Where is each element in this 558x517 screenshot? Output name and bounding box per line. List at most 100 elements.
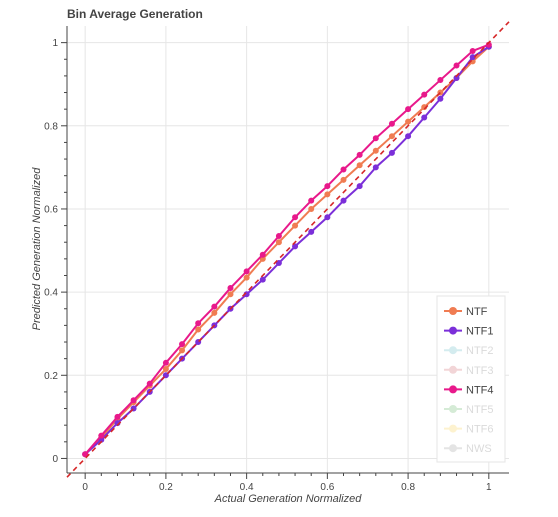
point-ntf4-8 (211, 303, 218, 310)
y-axis-ticks: 0 0.2 0.4 0.6 0.8 1 (44, 38, 67, 465)
x-tick-label-3: 0.6 (320, 482, 334, 493)
legend-swatch-dot (449, 385, 457, 394)
legend-swatch-dot (449, 307, 457, 315)
point-ntf1-21 (421, 114, 428, 121)
point-ntf-8 (211, 309, 218, 316)
x-tick-label-4: 0.8 (401, 482, 415, 493)
legend-swatch-dot (449, 346, 457, 355)
series-ntf1 (82, 43, 492, 458)
legend-label: NTF2 (466, 345, 494, 357)
point-ntf4-1 (98, 432, 105, 439)
point-ntf-7 (195, 326, 202, 333)
axes (66, 26, 509, 474)
point-ntf1-17 (356, 183, 363, 190)
point-ntf4-24 (469, 47, 476, 54)
legend-item-ntf2[interactable]: NTF2 (444, 345, 494, 357)
point-ntf4-14 (308, 197, 315, 204)
legend-label: NTF3 (466, 365, 494, 377)
point-ntf1-16 (340, 197, 347, 204)
legend-label: NTF5 (466, 404, 494, 416)
legend-label: NTF (466, 306, 488, 318)
legend-label: NTF4 (466, 384, 494, 396)
y-tick-label-1: 0.2 (44, 371, 58, 382)
legend-item-ntf5[interactable]: NTF5 (444, 404, 494, 416)
chart-title: Bin Average Generation (67, 7, 203, 21)
legend-label: NWS (466, 443, 492, 455)
point-ntf-20 (405, 118, 412, 125)
point-ntf1-20 (405, 133, 412, 140)
legend-items: NTF NTF1 NTF2 NTF3 NTF4 NTF5 NTF6 NWS (444, 306, 494, 455)
legend-swatch-dot (449, 326, 457, 335)
point-ntf4-22 (437, 77, 444, 84)
point-ntf4-20 (405, 106, 412, 113)
point-ntf4-3 (130, 397, 137, 404)
point-ntf4-4 (146, 380, 153, 387)
point-ntf4-18 (372, 135, 379, 142)
legend-label: NTF6 (466, 424, 494, 436)
point-ntf4-13 (292, 214, 299, 221)
legend-box (436, 295, 506, 463)
point-ntf4-15 (324, 183, 331, 190)
legend-item-ntf4[interactable]: NTF4 (444, 384, 494, 396)
y-axis-label: Predicted Generation Normalized (31, 167, 43, 331)
x-tick-label-0: 0 (82, 482, 88, 493)
point-ntf-5 (162, 366, 169, 373)
point-ntf4-12 (275, 232, 282, 239)
legend-item-ntf3[interactable]: NTF3 (444, 365, 494, 377)
point-ntf-9 (227, 291, 234, 298)
point-ntf4-16 (340, 166, 347, 173)
x-axis-ticks: 0 0.2 0.4 0.6 0.8 1 (82, 473, 492, 493)
legend-swatch-dot (449, 405, 457, 413)
point-ntf1-15 (324, 214, 331, 221)
y-tick-label-3: 0.6 (44, 204, 58, 215)
legend-item-ntf[interactable]: NTF (444, 306, 488, 318)
point-ntf1-14 (308, 228, 315, 235)
x-tick-label-1: 0.2 (159, 482, 173, 493)
legend-item-ntf1[interactable]: NTF1 (444, 326, 494, 338)
point-ntf4-19 (388, 120, 395, 127)
point-ntf4-6 (179, 341, 186, 348)
point-ntf-19 (388, 133, 395, 140)
plot-area (66, 21, 510, 478)
point-ntf-17 (356, 162, 363, 169)
series-line-ntf4 (84, 43, 490, 455)
x-tick-label-5: 1 (486, 482, 492, 493)
y-tick-label-5: 1 (52, 38, 58, 49)
point-ntf-15 (324, 191, 331, 198)
point-ntf1-11 (259, 276, 266, 283)
point-ntf1-24 (469, 54, 476, 61)
point-ntf4-2 (114, 413, 121, 420)
legend-item-ntf6[interactable]: NTF6 (444, 424, 494, 436)
point-ntf1-19 (388, 149, 395, 156)
point-ntf-6 (179, 347, 186, 354)
point-ntf1-18 (372, 164, 379, 171)
point-ntf4-17 (356, 151, 363, 158)
x-axis-label: Actual Generation Normalized (214, 493, 363, 505)
point-ntf4-9 (227, 284, 234, 291)
legend[interactable]: NTF NTF1 NTF2 NTF3 NTF4 NTF5 NTF6 NWS (436, 295, 506, 463)
point-ntf-16 (340, 176, 347, 183)
legend-item-nws[interactable]: NWS (444, 443, 492, 455)
x-tick-label-2: 0.4 (240, 482, 254, 493)
point-ntf-18 (372, 147, 379, 154)
point-ntf4-10 (243, 268, 250, 275)
point-ntf-10 (243, 274, 250, 281)
reference-line (66, 21, 510, 478)
point-ntf-12 (275, 239, 282, 246)
legend-swatch-dot (449, 365, 457, 374)
series-line-ntf1 (84, 45, 490, 456)
series-ntf4 (82, 41, 492, 458)
point-ntf4-5 (162, 359, 169, 366)
series-layer (66, 21, 510, 478)
legend-swatch-dot (449, 444, 457, 453)
point-ntf4-11 (259, 251, 266, 258)
point-ntf1-22 (437, 95, 444, 102)
point-ntf4-7 (195, 320, 202, 327)
legend-label: NTF1 (466, 326, 494, 338)
y-tick-label-4: 0.8 (44, 121, 58, 132)
point-ntf-13 (292, 222, 299, 229)
y-tick-label-2: 0.4 (44, 288, 58, 299)
point-ntf1-23 (453, 74, 460, 81)
point-ntf-14 (308, 205, 315, 212)
